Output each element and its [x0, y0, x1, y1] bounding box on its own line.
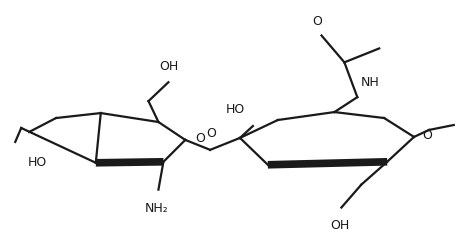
Text: NH₂: NH₂: [145, 202, 168, 215]
Text: HO: HO: [226, 103, 245, 116]
Text: O: O: [313, 15, 322, 28]
Text: O: O: [422, 129, 432, 142]
Text: OH: OH: [330, 219, 349, 232]
Text: NH: NH: [360, 76, 379, 89]
Text: OH: OH: [159, 60, 178, 73]
Text: HO: HO: [28, 156, 47, 169]
Text: O: O: [206, 127, 216, 140]
Text: O: O: [195, 132, 205, 145]
